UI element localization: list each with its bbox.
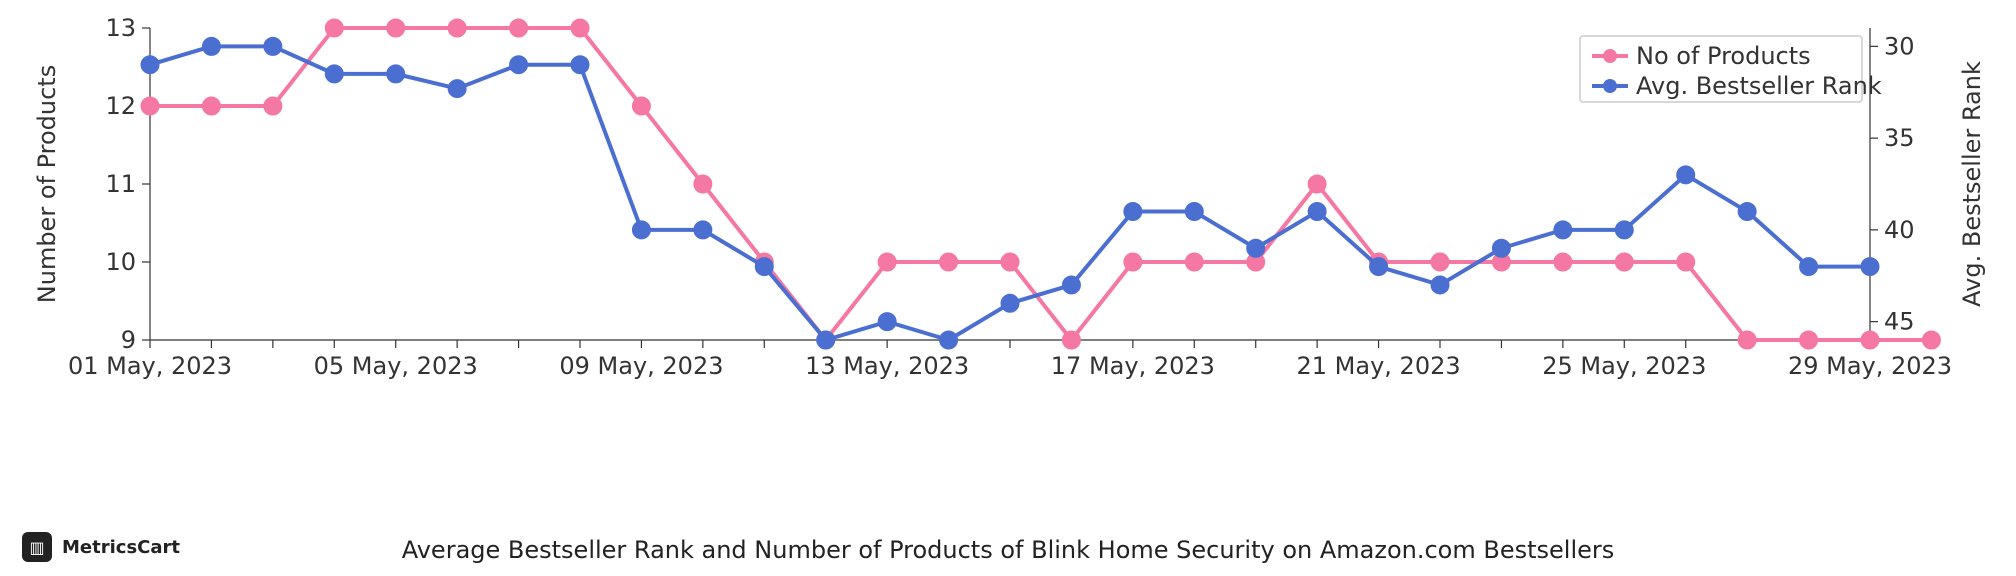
svg-text:29 May, 2023: 29 May, 2023	[1788, 352, 1952, 380]
footer: ▥ MetricsCart	[22, 532, 180, 562]
svg-text:Number of Products: Number of Products	[33, 65, 61, 303]
brand-label: MetricsCart	[62, 537, 180, 558]
svg-text:30: 30	[1884, 32, 1915, 60]
svg-text:11: 11	[105, 170, 136, 198]
svg-text:13: 13	[105, 14, 136, 42]
svg-text:01 May, 2023: 01 May, 2023	[68, 352, 232, 380]
svg-text:9: 9	[121, 326, 136, 354]
brand-logo-icon: ▥	[22, 532, 52, 562]
svg-text:05 May, 2023: 05 May, 2023	[314, 352, 478, 380]
svg-text:21 May, 2023: 21 May, 2023	[1297, 352, 1461, 380]
svg-text:12: 12	[105, 92, 136, 120]
svg-text:40: 40	[1884, 216, 1915, 244]
chart-container: 9 10 11 12 13 Number of Products 30 35 40 45 Avg. …	[0, 0, 2016, 576]
svg-text:13 May, 2023: 13 May, 2023	[805, 352, 969, 380]
svg-text:No of Products: No of Products	[1636, 42, 1811, 70]
chart-caption: Average Bestseller Rank and Number of Pr…	[0, 536, 2016, 564]
svg-text:35: 35	[1884, 124, 1915, 152]
svg-text:Avg. Bestseller Rank: Avg. Bestseller Rank	[1958, 61, 1986, 307]
svg-text:17 May, 2023: 17 May, 2023	[1051, 352, 1215, 380]
svg-text:09 May, 2023: 09 May, 2023	[559, 352, 723, 380]
chart-svg: 9 10 11 12 13 Number of Products 30 35 40 45 Avg. …	[0, 0, 2016, 576]
svg-text:Avg. Bestseller Rank: Avg. Bestseller Rank	[1636, 72, 1882, 100]
svg-text:10: 10	[105, 248, 136, 276]
svg-text:45: 45	[1884, 308, 1915, 336]
svg-text:25 May, 2023: 25 May, 2023	[1542, 352, 1706, 380]
